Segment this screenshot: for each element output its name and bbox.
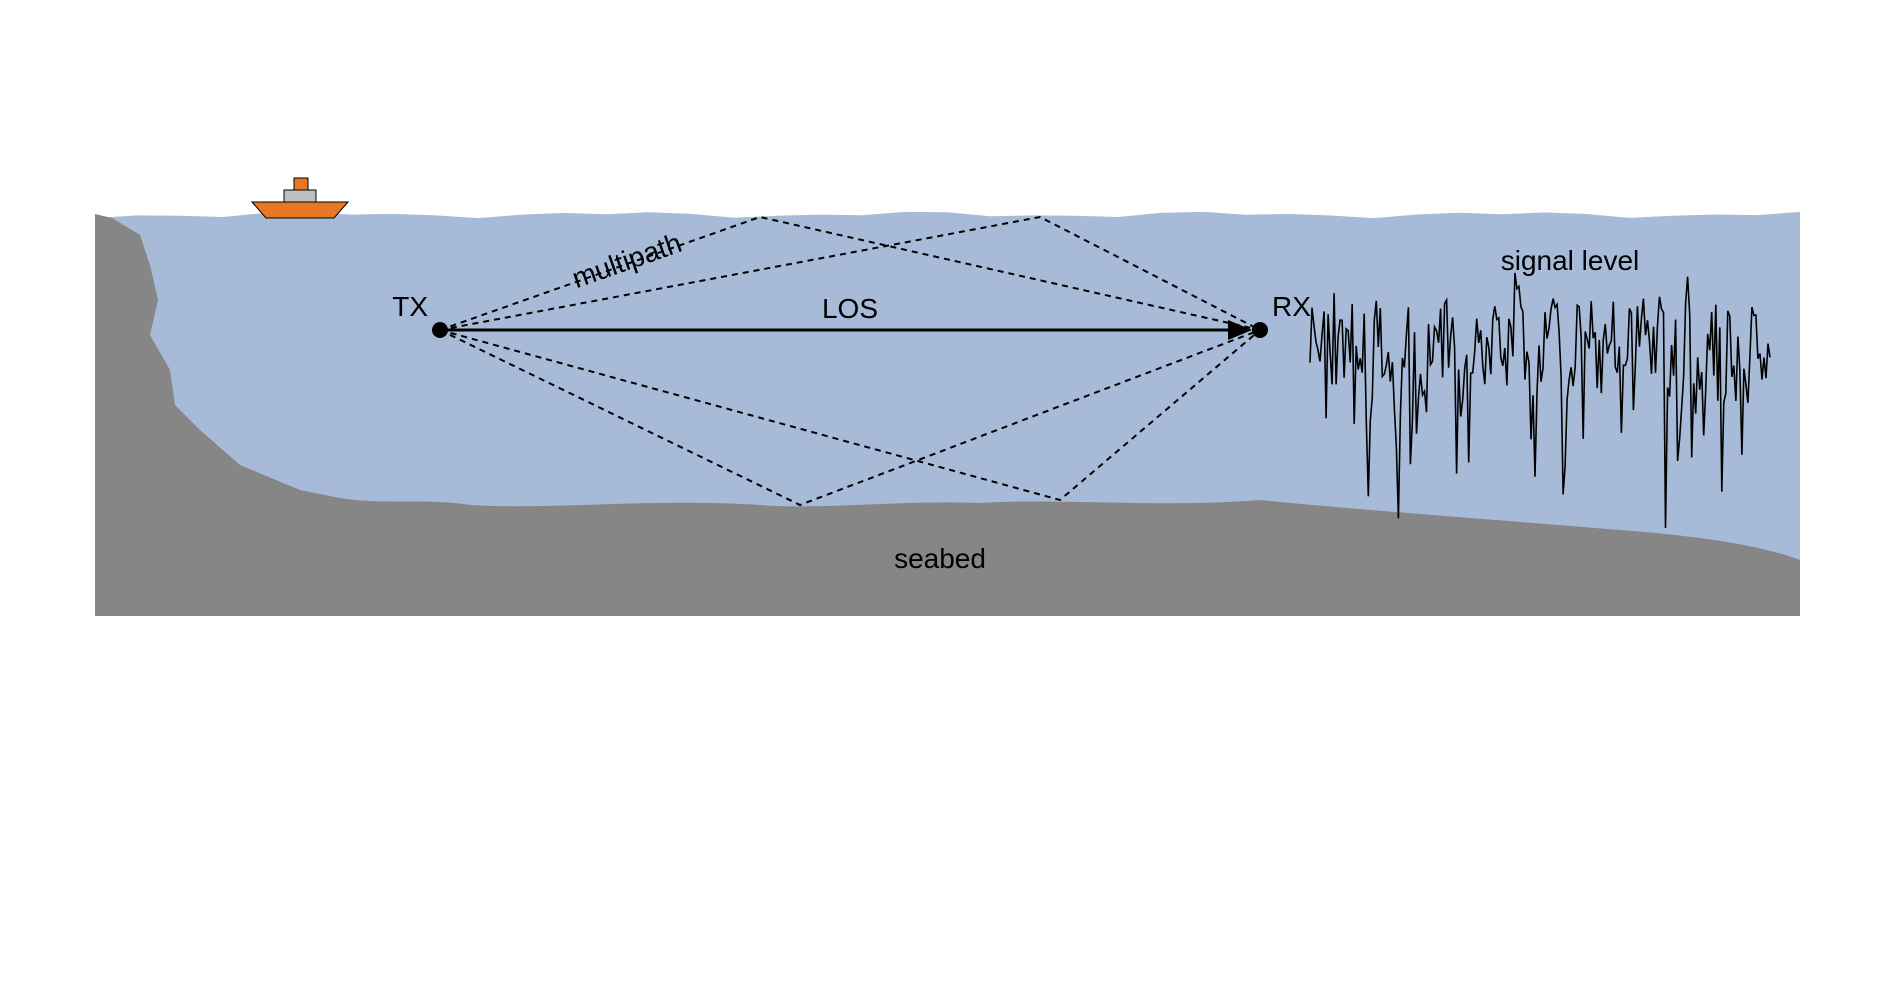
rx-node [1252, 322, 1268, 338]
tx-label: TX [392, 291, 428, 322]
underwater-multipath-diagram: TX RX LOS multipath seabed signal level [0, 0, 1901, 1004]
signal-level-label: signal level [1501, 245, 1640, 276]
rx-label: RX [1272, 291, 1311, 322]
los-label: LOS [822, 293, 878, 324]
boat-icon [252, 178, 348, 218]
seabed-label: seabed [894, 543, 986, 574]
tx-node [432, 322, 448, 338]
